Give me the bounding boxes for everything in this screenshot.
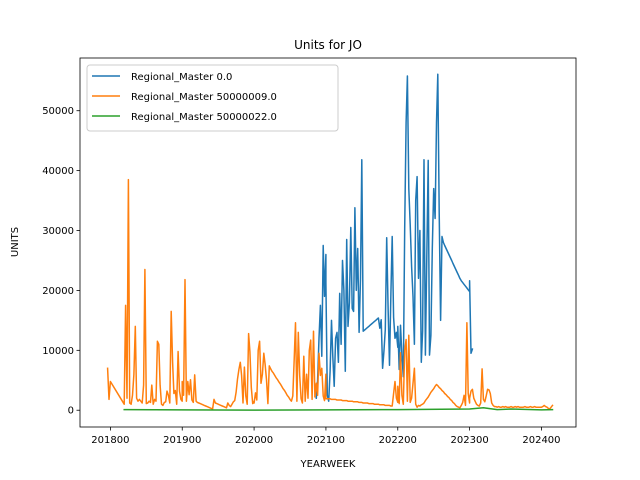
axes-frame	[79, 57, 577, 428]
legend-label-1: Regional_Master 0.0	[131, 72, 232, 83]
legend-label-3: Regional_Master 50000022.0	[131, 112, 277, 123]
chart-title: Units for JO	[294, 38, 362, 52]
legend: Regional_Master 0.0 Regional_Master 50000…	[86, 64, 339, 132]
x-tick-label: 201800	[91, 435, 129, 446]
x-tick-label: 202300	[451, 435, 489, 446]
legend-label-2: Regional_Master 50000009.0	[131, 92, 277, 103]
y-tick-label: 40000	[42, 166, 74, 177]
y-tick-label: 50000	[42, 106, 74, 117]
y-tick-label: 10000	[42, 346, 74, 357]
series-layer	[106, 73, 554, 411]
series-line-2	[106, 178, 554, 410]
series-line-1	[315, 73, 474, 402]
y-tick-label: 0	[68, 406, 74, 417]
y-tick-label: 20000	[42, 286, 74, 297]
x-axis: 201800 201900 202000 202100 202200 202300 2024…	[91, 427, 561, 446]
x-tick-label: 201900	[163, 435, 201, 446]
x-axis-label: YEARWEEK	[300, 459, 356, 470]
x-tick-label: 202000	[235, 435, 273, 446]
legend-box	[86, 64, 339, 132]
x-tick-label: 202200	[379, 435, 417, 446]
x-tick-label: 202100	[307, 435, 345, 446]
y-axis-label: UNITS	[10, 227, 21, 257]
y-axis: 0 10000 20000 30000 40000 50000	[42, 106, 80, 417]
y-tick-label: 30000	[42, 226, 74, 237]
x-tick-label: 202400	[522, 435, 560, 446]
series-line-3	[123, 407, 554, 411]
